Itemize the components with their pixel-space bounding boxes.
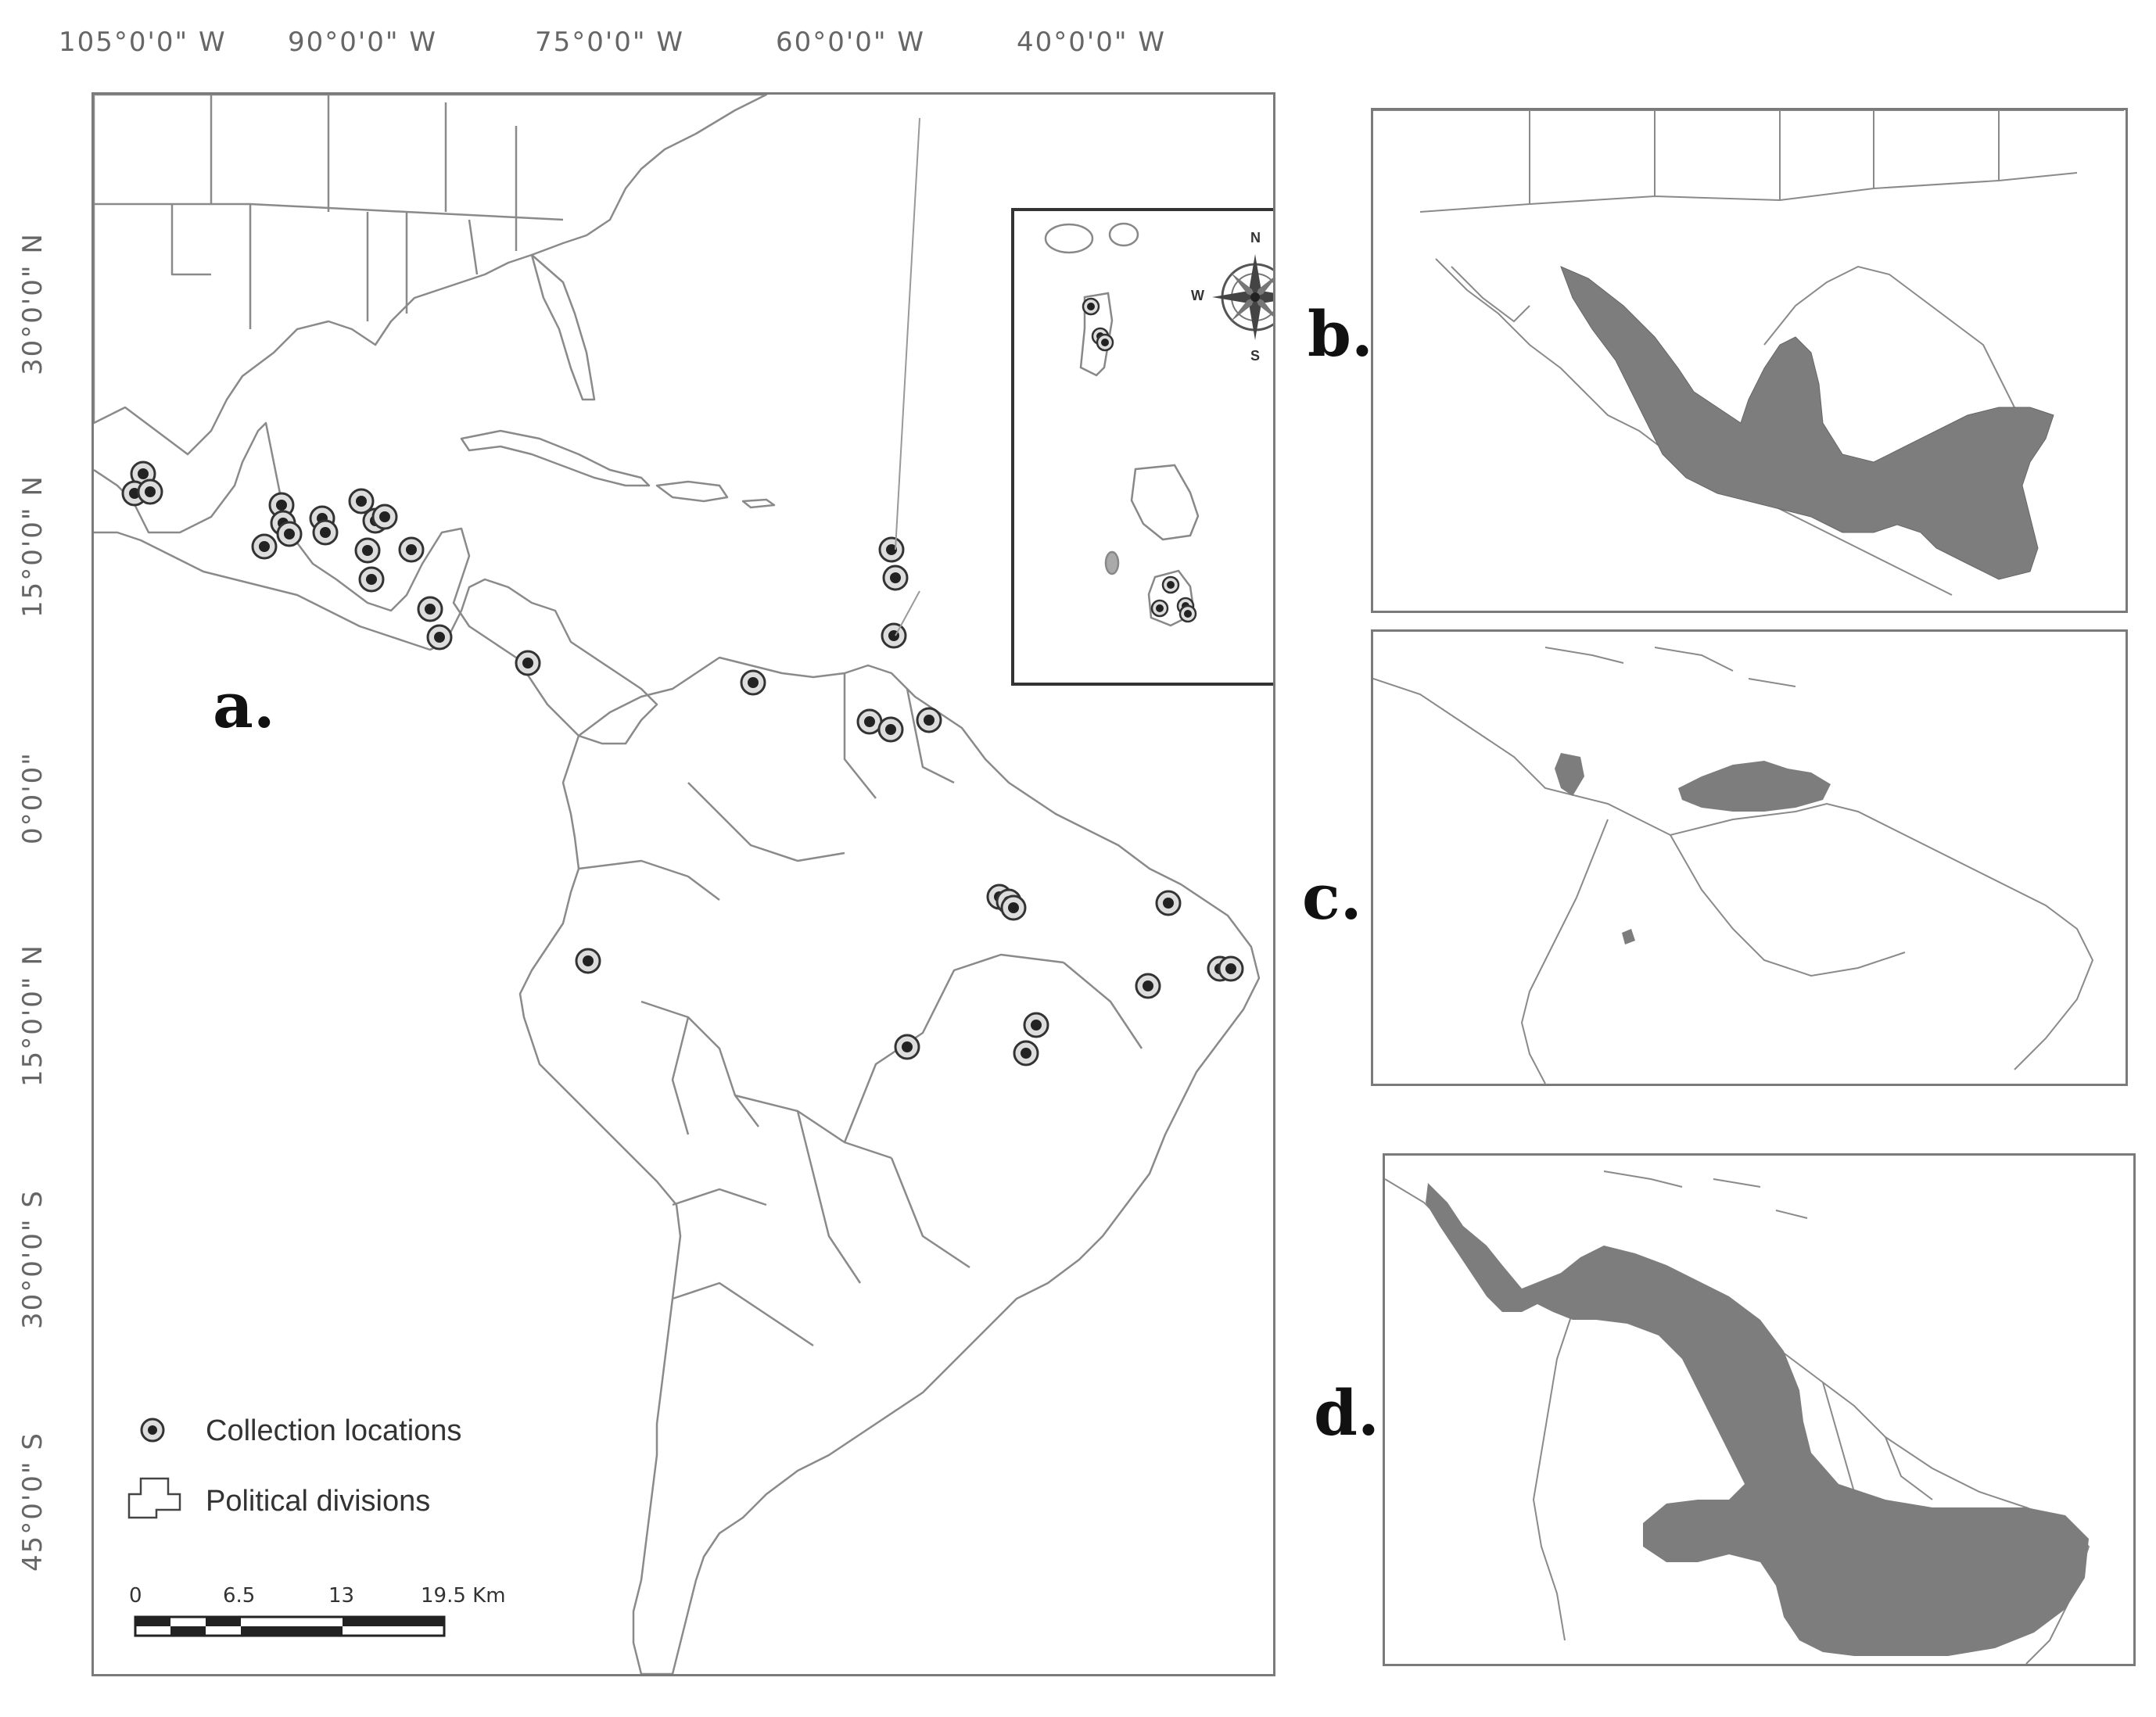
inset-connector-top <box>895 117 920 550</box>
political-division-icon <box>127 1477 181 1519</box>
inset-connector-bottom <box>895 590 920 636</box>
lat-label-30s: 30°0'0" S <box>17 1189 48 1329</box>
inset-markers <box>1082 297 1197 623</box>
panel-label-a: a. <box>213 669 275 742</box>
hispaniola-outline <box>655 480 729 503</box>
panel-label-b: b. <box>1308 297 1373 371</box>
marker <box>276 521 303 547</box>
main-map-svg <box>94 95 1261 1674</box>
marker <box>877 716 904 743</box>
marker <box>358 566 385 593</box>
marker <box>426 624 453 651</box>
lon-label-40w: 40°0'0" W <box>1017 27 1166 58</box>
compass-w: W <box>1191 288 1204 303</box>
marker <box>398 536 425 563</box>
legend-political-label: Political divisions <box>206 1485 431 1518</box>
border-lines-na <box>94 95 564 329</box>
marker <box>251 533 278 560</box>
scale-bar <box>134 1615 446 1637</box>
marker <box>1023 1012 1049 1038</box>
range-c-shape-3 <box>1622 929 1635 945</box>
border-lines-sa <box>578 673 1143 1347</box>
lat-label-30n: 30°0'0" N <box>17 232 48 375</box>
panel-label-c: c. <box>1302 860 1362 934</box>
south-america-outline <box>518 656 1261 1674</box>
marker <box>417 596 443 622</box>
marker <box>740 669 766 696</box>
florida-outline <box>530 253 596 401</box>
inset-island-1 <box>1079 292 1114 377</box>
lat-label-15: 15°0'0" N <box>17 944 48 1087</box>
collection-markers <box>121 461 1244 1066</box>
map-panel-b <box>1371 108 2128 613</box>
marker <box>1000 894 1027 921</box>
compass-rose-icon <box>1212 254 1273 340</box>
scale-label-19-5: 19.5 Km <box>421 1584 506 1608</box>
marker <box>882 565 909 591</box>
marker <box>1218 955 1244 982</box>
compass-s: S <box>1250 348 1261 364</box>
map-c-svg <box>1373 647 2094 1084</box>
marker <box>137 479 163 505</box>
lat-label-15n: 15°0'0" N <box>17 475 48 618</box>
marker <box>312 519 339 546</box>
map-panel-c <box>1371 629 2128 1086</box>
marker <box>856 708 883 735</box>
marker <box>1135 973 1161 999</box>
marker <box>371 504 398 530</box>
marker <box>1013 1040 1039 1066</box>
marker <box>575 948 601 974</box>
map-b-svg <box>1373 110 2124 596</box>
lat-label-45s: 45°0'0" S <box>17 1432 48 1572</box>
legend <box>127 1418 181 1519</box>
panel-label-d: d. <box>1314 1376 1379 1450</box>
marker <box>878 536 905 563</box>
range-d-shape <box>1426 1183 2089 1656</box>
legend-collection-label: Collection locations <box>206 1414 462 1447</box>
mexico-central-america-outline <box>94 421 658 745</box>
marker <box>916 707 942 733</box>
lon-label-90w: 90°0'0" W <box>288 27 437 58</box>
cuba-outline <box>460 429 651 487</box>
lon-label-105w: 105°0'0" W <box>59 27 227 58</box>
inset-map: N S E W <box>1011 208 1273 686</box>
range-c-shape-2 <box>1678 761 1831 812</box>
scale-label-6-5: 6.5 <box>223 1584 256 1608</box>
lon-label-75w: 75°0'0" W <box>535 27 684 58</box>
range-b-shape <box>1560 266 2054 580</box>
marker <box>894 1034 920 1060</box>
map-d-svg <box>1385 1170 2090 1664</box>
marker <box>354 537 381 564</box>
main-map-panel: N S E W Collection locations Political d… <box>91 92 1275 1676</box>
marker <box>515 650 541 676</box>
range-c-shape-1 <box>1555 753 1584 796</box>
puerto-rico-outline <box>741 498 776 509</box>
marker <box>348 488 375 514</box>
scale-label-13: 13 <box>328 1584 355 1608</box>
compass-n: N <box>1250 230 1261 246</box>
north-america-outline <box>94 95 768 456</box>
scale-label-0: 0 <box>129 1584 142 1608</box>
inset-island-2 <box>1130 464 1200 541</box>
lon-label-60w: 60°0'0" W <box>776 27 925 58</box>
lat-label-0: 0°0'0" <box>17 751 48 844</box>
map-panel-d <box>1383 1153 2136 1666</box>
marker <box>1155 890 1182 916</box>
marker <box>881 622 907 649</box>
inset-svg <box>1044 222 1273 627</box>
